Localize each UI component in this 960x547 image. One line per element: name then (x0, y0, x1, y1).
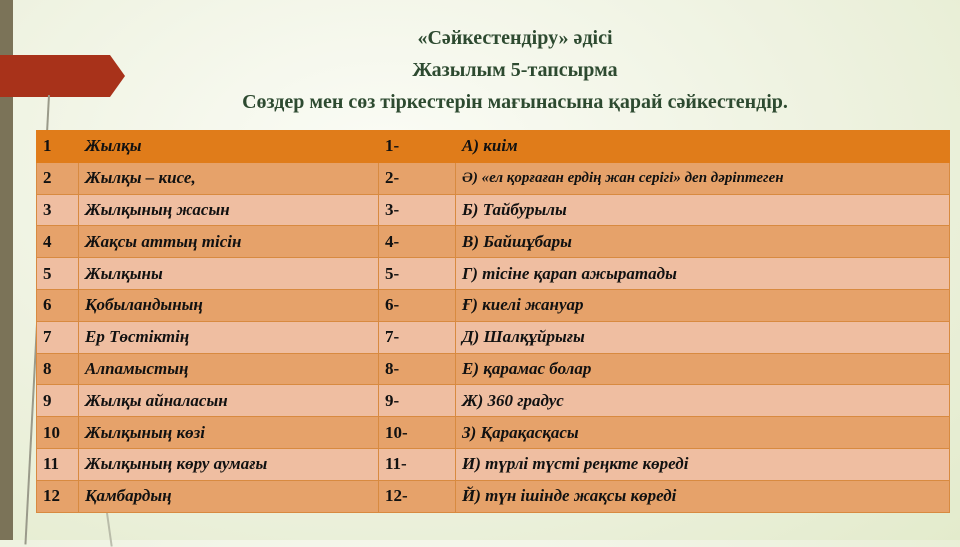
answer-cell: И) түрлі түсті реңкте көреді (455, 447, 950, 481)
table-row: 8 Алпамыстың 8- Е) қарамас болар (36, 352, 950, 386)
word-cell: Жылқының көру аумағы (78, 447, 379, 481)
word-cell: Жылқы айналасын (78, 384, 379, 418)
slide-title: «Сәйкестендіру» әдісі Жазылым 5-тапсырма… (120, 22, 910, 118)
code-cell: 5- (378, 257, 456, 290)
code-cell: 9- (378, 384, 456, 418)
word-cell: Ер Төстіктің (78, 320, 379, 354)
row-number: 2 (36, 161, 79, 195)
table-row: 7 Ер Төстіктің 7- Д) Шалқұйрығы (36, 320, 950, 354)
answer-cell: Д) Шалқұйрығы (455, 320, 950, 354)
row-number: 5 (36, 257, 79, 290)
word-cell: Жылқы – кисе, (78, 161, 379, 195)
table-row: 1 Жылқы 1- А) киім (36, 130, 950, 163)
table-row: 2 Жылқы – кисе, 2- Ә) «ел қорғаған ердің жа… (36, 161, 950, 195)
table-row: 6 Қобыландының 6- Ғ) киелі жануар (36, 288, 950, 322)
word-cell: Жылқы (78, 130, 379, 163)
code-cell: 12- (378, 479, 456, 513)
row-number: 9 (36, 384, 79, 418)
code-cell: 2- (378, 161, 456, 195)
answer-cell: Й) түн ішінде жақсы көреді (455, 479, 950, 513)
matching-table: 1 Жылқы 1- А) киім 2 Жылқы – кисе, 2- Ә) «ел қо… (36, 130, 950, 513)
code-cell: 1- (378, 130, 456, 163)
table-row: 9 Жылқы айналасын 9- Ж) 360 градус (36, 384, 950, 418)
row-number: 10 (36, 416, 79, 449)
side-stripe (0, 0, 13, 540)
word-cell: Жылқының жасын (78, 193, 379, 227)
arrow-decoration (0, 55, 125, 97)
table-row: 4 Жақсы аттың тісін 4- В) Байшұбары (36, 225, 950, 259)
answer-cell: Е) қарамас болар (455, 352, 950, 386)
code-cell: 3- (378, 193, 456, 227)
word-cell: Алпамыстың (78, 352, 379, 386)
row-number: 4 (36, 225, 79, 259)
code-cell: 11- (378, 447, 456, 481)
word-cell: Жылқының көзі (78, 416, 379, 449)
title-line-2: Жазылым 5-тапсырма (412, 59, 618, 81)
row-number: 8 (36, 352, 79, 386)
table-row: 12 Қамбардың 12- Й) түн ішінде жақсы көреді (36, 479, 950, 513)
table-row: 10 Жылқының көзі 10- З) Қарақасқасы (36, 416, 950, 449)
answer-cell: Г) тісіне қарап ажыратады (455, 257, 950, 290)
code-cell: 6- (378, 288, 456, 322)
answer-cell: Ж) 360 градус (455, 384, 950, 418)
answer-cell: З) Қарақасқасы (455, 416, 950, 449)
word-cell: Қамбардың (78, 479, 379, 513)
answer-cell: А) киім (455, 130, 950, 163)
code-cell: 4- (378, 225, 456, 259)
answer-cell: В) Байшұбары (455, 225, 950, 259)
answer-cell: Ә) «ел қорғаған ердің жан серігі» деп дә… (455, 161, 950, 195)
row-number: 6 (36, 288, 79, 322)
table-row: 11 Жылқының көру аумағы 11- И) түрлі түсті … (36, 447, 950, 481)
title-line-1: «Сәйкестендіру» әдісі (417, 27, 613, 49)
answer-cell: Б) Тайбурылы (455, 193, 950, 227)
code-cell: 8- (378, 352, 456, 386)
code-cell: 10- (378, 416, 456, 449)
row-number: 1 (36, 130, 79, 163)
word-cell: Жылқыны (78, 257, 379, 290)
code-cell: 7- (378, 320, 456, 354)
answer-cell: Ғ) киелі жануар (455, 288, 950, 322)
row-number: 12 (36, 479, 79, 513)
row-number: 11 (36, 447, 79, 481)
word-cell: Қобыландының (78, 288, 379, 322)
row-number: 7 (36, 320, 79, 354)
table-row: 5 Жылқыны 5- Г) тісіне қарап ажыратады (36, 257, 950, 290)
word-cell: Жақсы аттың тісін (78, 225, 379, 259)
table-row: 3 Жылқының жасын 3- Б) Тайбурылы (36, 193, 950, 227)
title-line-3: Сөздер мен сөз тіркестерін мағынасына қа… (242, 91, 788, 113)
row-number: 3 (36, 193, 79, 227)
